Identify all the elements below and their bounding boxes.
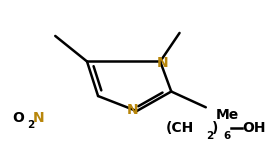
Text: N: N	[157, 56, 169, 70]
Text: 2: 2	[27, 120, 34, 130]
Text: ): )	[212, 121, 218, 135]
Text: Me: Me	[215, 108, 239, 122]
Text: OH: OH	[242, 121, 266, 135]
Text: (CH: (CH	[166, 121, 194, 135]
Text: O: O	[13, 111, 24, 125]
Text: N: N	[127, 103, 138, 117]
Text: N: N	[33, 111, 45, 125]
Text: 2: 2	[207, 131, 214, 141]
Text: 6: 6	[224, 131, 231, 141]
